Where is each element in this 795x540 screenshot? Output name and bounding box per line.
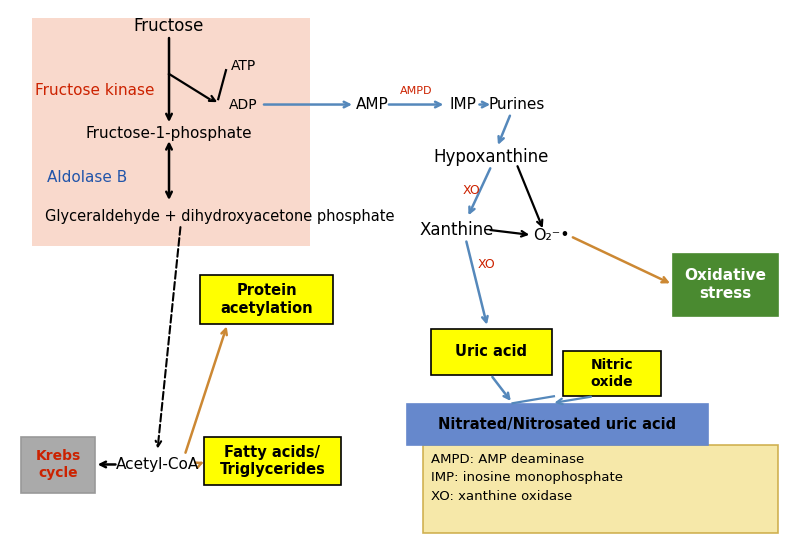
Text: Nitric
oxide: Nitric oxide <box>591 359 634 388</box>
Text: Uric acid: Uric acid <box>455 345 527 360</box>
Text: Aldolase B: Aldolase B <box>47 170 127 185</box>
Text: Oxidative
stress: Oxidative stress <box>684 268 766 301</box>
Text: IMP: IMP <box>449 97 476 112</box>
FancyBboxPatch shape <box>200 275 333 323</box>
FancyBboxPatch shape <box>564 350 661 396</box>
Text: Fatty acids/
Triglycerides: Fatty acids/ Triglycerides <box>219 444 325 477</box>
Text: Protein
acetylation: Protein acetylation <box>220 284 313 316</box>
Text: IMP: inosine monophosphate: IMP: inosine monophosphate <box>431 471 622 484</box>
Text: AMPD: AMP deaminase: AMPD: AMP deaminase <box>431 453 584 465</box>
Text: Fructose-1-phosphate: Fructose-1-phosphate <box>86 125 252 140</box>
Text: Purines: Purines <box>488 97 545 112</box>
Text: Glyceraldehyde + dihydroxyacetone phosphate: Glyceraldehyde + dihydroxyacetone phosph… <box>45 209 394 224</box>
Text: Krebs
cycle: Krebs cycle <box>36 449 81 480</box>
Text: Hypoxanthine: Hypoxanthine <box>434 148 549 166</box>
FancyBboxPatch shape <box>204 436 341 485</box>
Text: Nitrated/Nitrosated uric acid: Nitrated/Nitrosated uric acid <box>438 417 677 432</box>
Text: XO: XO <box>478 258 495 271</box>
Text: ADP: ADP <box>229 98 258 112</box>
Text: AMPD: AMPD <box>400 86 432 96</box>
FancyBboxPatch shape <box>673 254 778 316</box>
FancyBboxPatch shape <box>33 17 309 246</box>
Text: AMP: AMP <box>355 97 389 112</box>
Text: Acetyl-CoA: Acetyl-CoA <box>116 457 199 472</box>
FancyBboxPatch shape <box>431 329 552 375</box>
Text: XO: XO <box>462 184 480 197</box>
Text: O₂⁻•: O₂⁻• <box>533 227 570 242</box>
Text: Fructose: Fructose <box>134 17 204 35</box>
Text: XO: xanthine oxidase: XO: xanthine oxidase <box>431 490 572 503</box>
Text: Fructose kinase: Fructose kinase <box>35 83 154 98</box>
Text: Xanthine: Xanthine <box>419 221 494 239</box>
FancyBboxPatch shape <box>407 404 708 444</box>
Text: ATP: ATP <box>231 59 256 73</box>
FancyBboxPatch shape <box>423 444 778 533</box>
FancyBboxPatch shape <box>21 436 95 493</box>
